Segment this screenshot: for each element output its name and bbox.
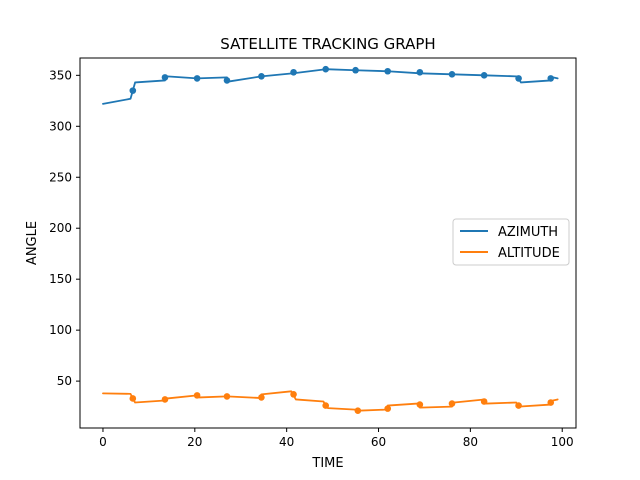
x-axis-label: TIME [311,456,343,471]
legend-label-altitude: ALTITUDE [498,246,560,261]
series-markers-group [129,65,555,414]
series-point-azimuth [480,72,488,79]
series-point-altitude [448,400,456,407]
series-point-altitude [129,395,137,402]
plot-frame [79,57,577,429]
series-point-azimuth [352,66,359,74]
series-point-altitude [416,401,424,408]
chart-title: SATELLITE TRACKING GRAPH [220,35,435,53]
series-point-altitude [161,396,169,403]
x-tick-label: 80 [463,435,478,449]
y-tick-label: 350 [49,68,72,82]
series-point-azimuth [223,77,231,84]
legend: AZIMUTH ALTITUDE [452,218,570,266]
series-point-azimuth [416,68,424,76]
series-point-altitude [322,402,330,409]
series-point-altitude [547,399,555,406]
y-tick-label: 300 [49,119,72,133]
y-tick-label: 250 [49,170,72,184]
plot-area: 0 20 40 60 80 100 50 100 150 200 250 300 350 [49,57,577,449]
x-tick-label: 20 [187,435,202,449]
series-point-azimuth [258,73,265,80]
series-point-altitude [480,398,488,405]
series-point-altitude [223,393,231,400]
series-point-altitude [193,392,201,399]
series-point-azimuth [515,75,522,82]
x-tick-label: 40 [279,435,294,449]
y-tick-label: 200 [49,221,72,235]
series-point-azimuth [193,75,201,82]
y-tick-label: 50 [57,374,72,388]
x-tick-label: 100 [551,435,574,449]
series-point-azimuth [129,87,137,94]
series-point-altitude [384,405,392,412]
series-point-azimuth [448,71,456,78]
series-point-altitude [290,391,297,398]
series-point-azimuth [547,75,555,82]
y-tick-label: 100 [49,323,72,337]
series-point-azimuth [322,65,330,73]
legend-label-azimuth: AZIMUTH [498,225,558,240]
x-axis-ticks: 0 20 40 60 80 100 [99,428,574,449]
series-point-azimuth [384,67,392,75]
series-point-azimuth [290,68,297,76]
series-point-altitude [258,394,265,401]
x-tick-label: 0 [99,435,107,449]
series-point-altitude [515,402,522,409]
series-point-altitude [354,407,362,414]
series-point-azimuth [161,74,169,81]
y-axis-label: ANGLE [25,221,40,265]
y-axis-ticks: 50 100 150 200 250 300 350 [49,68,80,388]
x-tick-label: 60 [371,435,386,449]
y-tick-label: 150 [49,272,72,286]
